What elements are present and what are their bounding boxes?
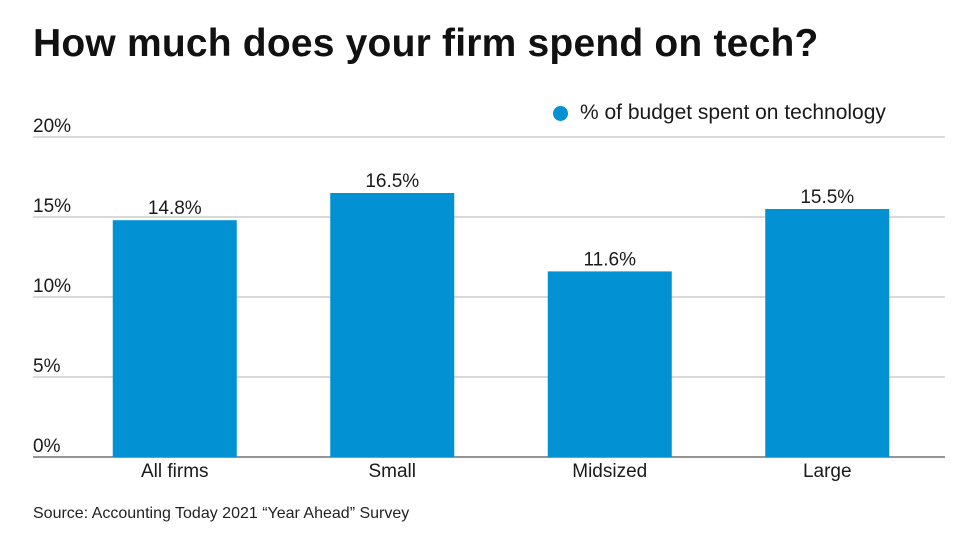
x-tick-label: Small: [368, 461, 416, 482]
data-label: 14.8%: [148, 198, 202, 219]
legend-marker-icon: [553, 105, 568, 121]
x-tick-label: Large: [803, 461, 852, 482]
bar: [112, 220, 237, 457]
x-tick-label: Midsized: [572, 461, 647, 482]
legend: % of budget spent on technology: [553, 101, 886, 125]
data-label: 16.5%: [365, 171, 419, 192]
bar: [547, 271, 672, 457]
x-axis-categories: All firms Small Midsized Large: [141, 461, 852, 482]
data-label: 11.6%: [584, 249, 637, 270]
y-tick-label: 5%: [33, 356, 61, 377]
bar: [330, 193, 455, 457]
bars: [112, 193, 890, 457]
chart-title: How much does your firm spend on tech?: [33, 22, 819, 65]
y-tick-label: 10%: [33, 276, 71, 297]
source-note: Source: Accounting Today 2021 “Year Ahea…: [33, 505, 410, 522]
y-tick-label: 15%: [33, 196, 71, 217]
legend-label: % of budget spent on technology: [580, 101, 886, 124]
data-labels: 14.8% 16.5% 11.6% 15.5%: [148, 171, 854, 270]
data-label: 15.5%: [800, 187, 854, 208]
x-tick-label: All firms: [141, 461, 209, 482]
y-axis-ticks: 0% 5% 10% 15% 20%: [33, 116, 71, 457]
y-tick-label: 0%: [33, 436, 61, 457]
bar: [765, 209, 890, 457]
y-tick-label: 20%: [33, 116, 71, 137]
